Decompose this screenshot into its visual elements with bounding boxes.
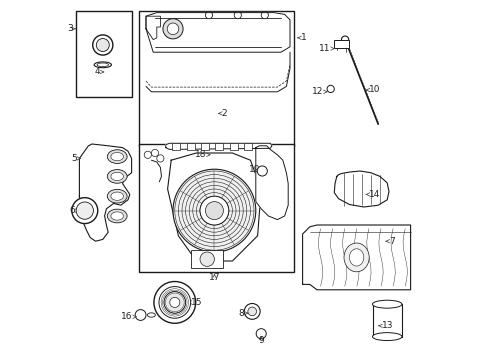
Text: 7: 7 xyxy=(389,237,395,246)
Polygon shape xyxy=(168,153,261,261)
Bar xyxy=(334,40,349,48)
Text: 8: 8 xyxy=(239,309,245,318)
Text: 17: 17 xyxy=(209,274,220,282)
Circle shape xyxy=(144,151,151,158)
Text: 5: 5 xyxy=(71,154,77,163)
Circle shape xyxy=(261,12,269,19)
Polygon shape xyxy=(334,171,389,207)
Text: 6: 6 xyxy=(69,206,75,215)
Polygon shape xyxy=(79,144,132,241)
Text: 16: 16 xyxy=(121,312,133,321)
Circle shape xyxy=(256,329,266,339)
Polygon shape xyxy=(256,146,288,220)
Ellipse shape xyxy=(111,172,123,180)
Circle shape xyxy=(157,155,164,162)
Ellipse shape xyxy=(107,170,127,183)
Circle shape xyxy=(173,169,256,252)
Ellipse shape xyxy=(349,249,364,266)
Text: 11: 11 xyxy=(319,44,331,53)
Ellipse shape xyxy=(111,212,123,220)
Circle shape xyxy=(97,39,109,51)
Circle shape xyxy=(135,310,146,320)
Text: 14: 14 xyxy=(369,190,381,199)
Bar xyxy=(245,143,252,150)
Bar xyxy=(373,304,402,337)
Ellipse shape xyxy=(372,333,402,341)
Ellipse shape xyxy=(344,243,369,272)
Polygon shape xyxy=(146,16,160,40)
Bar xyxy=(172,143,180,150)
Bar xyxy=(139,11,294,146)
Circle shape xyxy=(93,35,113,55)
Polygon shape xyxy=(166,143,272,149)
Circle shape xyxy=(327,85,334,93)
Ellipse shape xyxy=(107,150,127,163)
Text: 15: 15 xyxy=(191,298,202,307)
Circle shape xyxy=(164,292,186,313)
Polygon shape xyxy=(146,13,290,52)
Circle shape xyxy=(154,282,196,323)
Circle shape xyxy=(167,23,179,35)
Ellipse shape xyxy=(107,209,127,223)
Ellipse shape xyxy=(147,313,155,317)
Text: 4: 4 xyxy=(95,68,100,77)
Circle shape xyxy=(205,202,223,220)
Circle shape xyxy=(163,19,183,39)
Bar xyxy=(230,143,238,150)
Text: 10: 10 xyxy=(369,85,381,94)
Ellipse shape xyxy=(111,192,123,200)
Ellipse shape xyxy=(94,62,111,68)
Bar xyxy=(191,250,223,268)
Circle shape xyxy=(159,287,191,318)
Circle shape xyxy=(248,307,257,316)
Bar xyxy=(216,143,223,150)
Circle shape xyxy=(170,297,180,307)
Bar xyxy=(76,11,132,97)
Circle shape xyxy=(245,303,260,319)
Text: 12: 12 xyxy=(312,87,323,96)
Text: 18: 18 xyxy=(195,150,206,159)
Circle shape xyxy=(205,12,213,19)
Text: 3: 3 xyxy=(67,24,73,33)
Circle shape xyxy=(234,12,242,19)
Text: 19: 19 xyxy=(249,165,261,174)
Bar xyxy=(201,143,209,150)
Circle shape xyxy=(72,198,98,224)
Circle shape xyxy=(200,252,215,266)
Bar xyxy=(187,143,195,150)
Circle shape xyxy=(342,36,349,43)
Ellipse shape xyxy=(372,300,402,308)
Bar xyxy=(139,144,294,272)
Text: 2: 2 xyxy=(221,109,227,118)
Text: 9: 9 xyxy=(258,336,264,345)
Text: 1: 1 xyxy=(301,33,307,42)
Circle shape xyxy=(76,202,94,219)
Circle shape xyxy=(151,149,159,157)
Ellipse shape xyxy=(107,189,127,203)
Polygon shape xyxy=(303,225,411,290)
Circle shape xyxy=(200,196,229,225)
Ellipse shape xyxy=(111,153,123,161)
Text: 13: 13 xyxy=(382,321,393,330)
Circle shape xyxy=(257,166,268,176)
Ellipse shape xyxy=(97,63,109,67)
